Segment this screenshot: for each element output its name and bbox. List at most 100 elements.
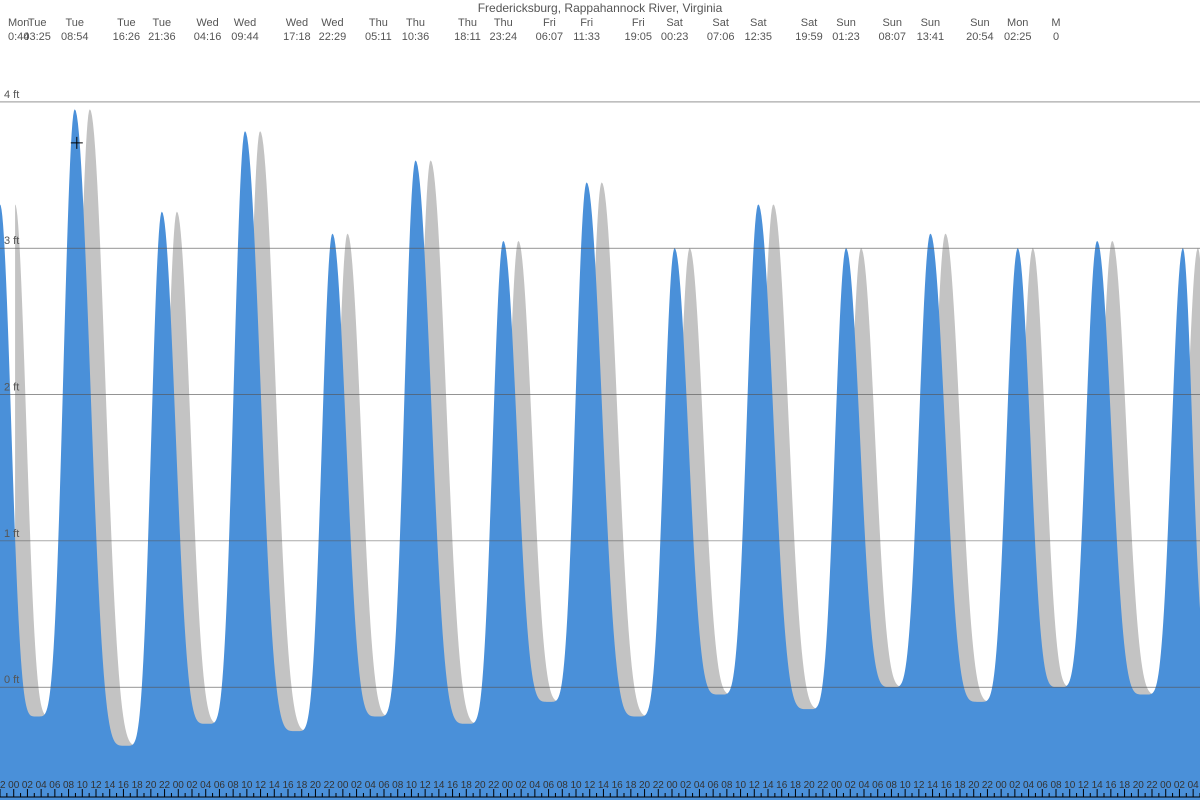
header-time: 19:05 — [624, 31, 652, 43]
x-axis-label: 08 — [721, 780, 733, 791]
header-time: 19:59 — [795, 31, 823, 43]
x-axis-label: 16 — [1105, 780, 1117, 791]
x-axis-label: 00 — [337, 780, 349, 791]
y-axis-label: 4 ft — [4, 89, 19, 101]
header-day: Sat — [750, 17, 767, 29]
y-axis-label: 1 ft — [4, 528, 19, 540]
x-axis-label: 00 — [996, 780, 1008, 791]
header-time: 20:54 — [966, 31, 994, 43]
x-axis-label: 14 — [269, 780, 281, 791]
x-axis-label: 02 — [1174, 780, 1186, 791]
x-axis-label: 06 — [214, 780, 226, 791]
header-time: 23:24 — [490, 31, 518, 43]
header-time: 09:44 — [231, 31, 259, 43]
x-axis-label: 18 — [132, 780, 144, 791]
x-axis-label: 08 — [1050, 780, 1062, 791]
x-axis-label: 02 — [845, 780, 857, 791]
x-axis-label: 00 — [831, 780, 843, 791]
x-axis-label: 12 — [584, 780, 596, 791]
header-day: Tue — [153, 17, 172, 29]
x-axis-label: 04 — [1023, 780, 1035, 791]
x-axis-label: 08 — [557, 780, 569, 791]
header-day: Fri — [580, 17, 593, 29]
x-axis-label: 20 — [639, 780, 651, 791]
header-time: 03:25 — [23, 31, 51, 43]
x-axis-label: 14 — [762, 780, 774, 791]
header-time: 22:29 — [319, 31, 347, 43]
x-axis-label: 12 — [749, 780, 761, 791]
header-day: Thu — [406, 17, 425, 29]
x-axis-label: 06 — [543, 780, 555, 791]
x-axis-label: 12 — [913, 780, 925, 791]
x-axis-label: 02 — [1009, 780, 1021, 791]
x-axis-label: 16 — [941, 780, 953, 791]
x-axis-label: 12 — [255, 780, 267, 791]
x-axis-label: 20 — [968, 780, 980, 791]
x-axis-label: 12 — [90, 780, 102, 791]
header-time: 08:07 — [878, 31, 906, 43]
header-day: Mon — [8, 17, 29, 29]
y-axis-label: 0 ft — [4, 674, 19, 686]
x-axis-label: 00 — [666, 780, 678, 791]
header-time: 04:16 — [194, 31, 222, 43]
header-day: Wed — [286, 17, 308, 29]
header-day: Sat — [666, 17, 683, 29]
x-axis-label: 20 — [474, 780, 486, 791]
x-axis-label: 14 — [104, 780, 116, 791]
x-axis-label: 16 — [282, 780, 294, 791]
x-axis-label: 04 — [200, 780, 212, 791]
x-axis-label: 10 — [77, 780, 89, 791]
x-axis-label: 12 — [420, 780, 432, 791]
x-axis-label: 18 — [1119, 780, 1131, 791]
x-axis-label: 16 — [612, 780, 624, 791]
header-day: M — [1051, 17, 1060, 29]
x-axis-label: 02 — [186, 780, 198, 791]
y-axis-label: 2 ft — [4, 382, 19, 394]
x-axis-label: 14 — [1092, 780, 1104, 791]
x-axis-label: 18 — [954, 780, 966, 791]
x-axis-label: 08 — [392, 780, 404, 791]
header-day: Tue — [28, 17, 47, 29]
header-time: 10:36 — [402, 31, 430, 43]
header-time: 02:25 — [1004, 31, 1032, 43]
x-axis-label: 22 — [1146, 780, 1158, 791]
header-day: Wed — [321, 17, 343, 29]
x-axis-label: 10 — [406, 780, 418, 791]
header-day: Thu — [458, 17, 477, 29]
header-time: 06:07 — [536, 31, 564, 43]
x-axis-label: 10 — [900, 780, 912, 791]
header-time: 13:41 — [917, 31, 945, 43]
header-day: Sun — [836, 17, 856, 29]
x-axis-label: 00 — [8, 780, 20, 791]
chart-title: Fredericksburg, Rappahannock River, Virg… — [478, 1, 723, 15]
header-time: 07:06 — [707, 31, 735, 43]
header-time: 18:11 — [454, 31, 481, 43]
header-day: Sat — [712, 17, 729, 29]
header-day: Tue — [65, 17, 84, 29]
x-axis-label: 06 — [872, 780, 884, 791]
x-axis-label: 10 — [1064, 780, 1076, 791]
x-axis-label: 22 — [982, 780, 994, 791]
x-axis-label: 14 — [927, 780, 939, 791]
x-axis-label: 18 — [461, 780, 473, 791]
x-axis-label: 08 — [228, 780, 240, 791]
header-day: Thu — [494, 17, 513, 29]
header-time: 16:26 — [113, 31, 141, 43]
x-axis-label: 00 — [502, 780, 514, 791]
header-day: Sun — [970, 17, 990, 29]
x-axis-label: 02 — [516, 780, 528, 791]
x-axis-label: 04 — [1188, 780, 1200, 791]
x-axis-label: 22 — [817, 780, 829, 791]
x-axis-label: 22 — [653, 780, 665, 791]
header-day: Wed — [196, 17, 218, 29]
header-day: Sat — [801, 17, 818, 29]
header-day: Mon — [1007, 17, 1028, 29]
x-axis-label: 22 — [159, 780, 171, 791]
x-axis-label: 22 — [324, 780, 336, 791]
x-axis-label: 06 — [378, 780, 390, 791]
header-time: 00:23 — [661, 31, 689, 43]
x-axis-label: 20 — [145, 780, 157, 791]
header-day: Fri — [632, 17, 645, 29]
header-time: 05:11 — [365, 31, 392, 43]
header-time: 08:54 — [61, 31, 89, 43]
